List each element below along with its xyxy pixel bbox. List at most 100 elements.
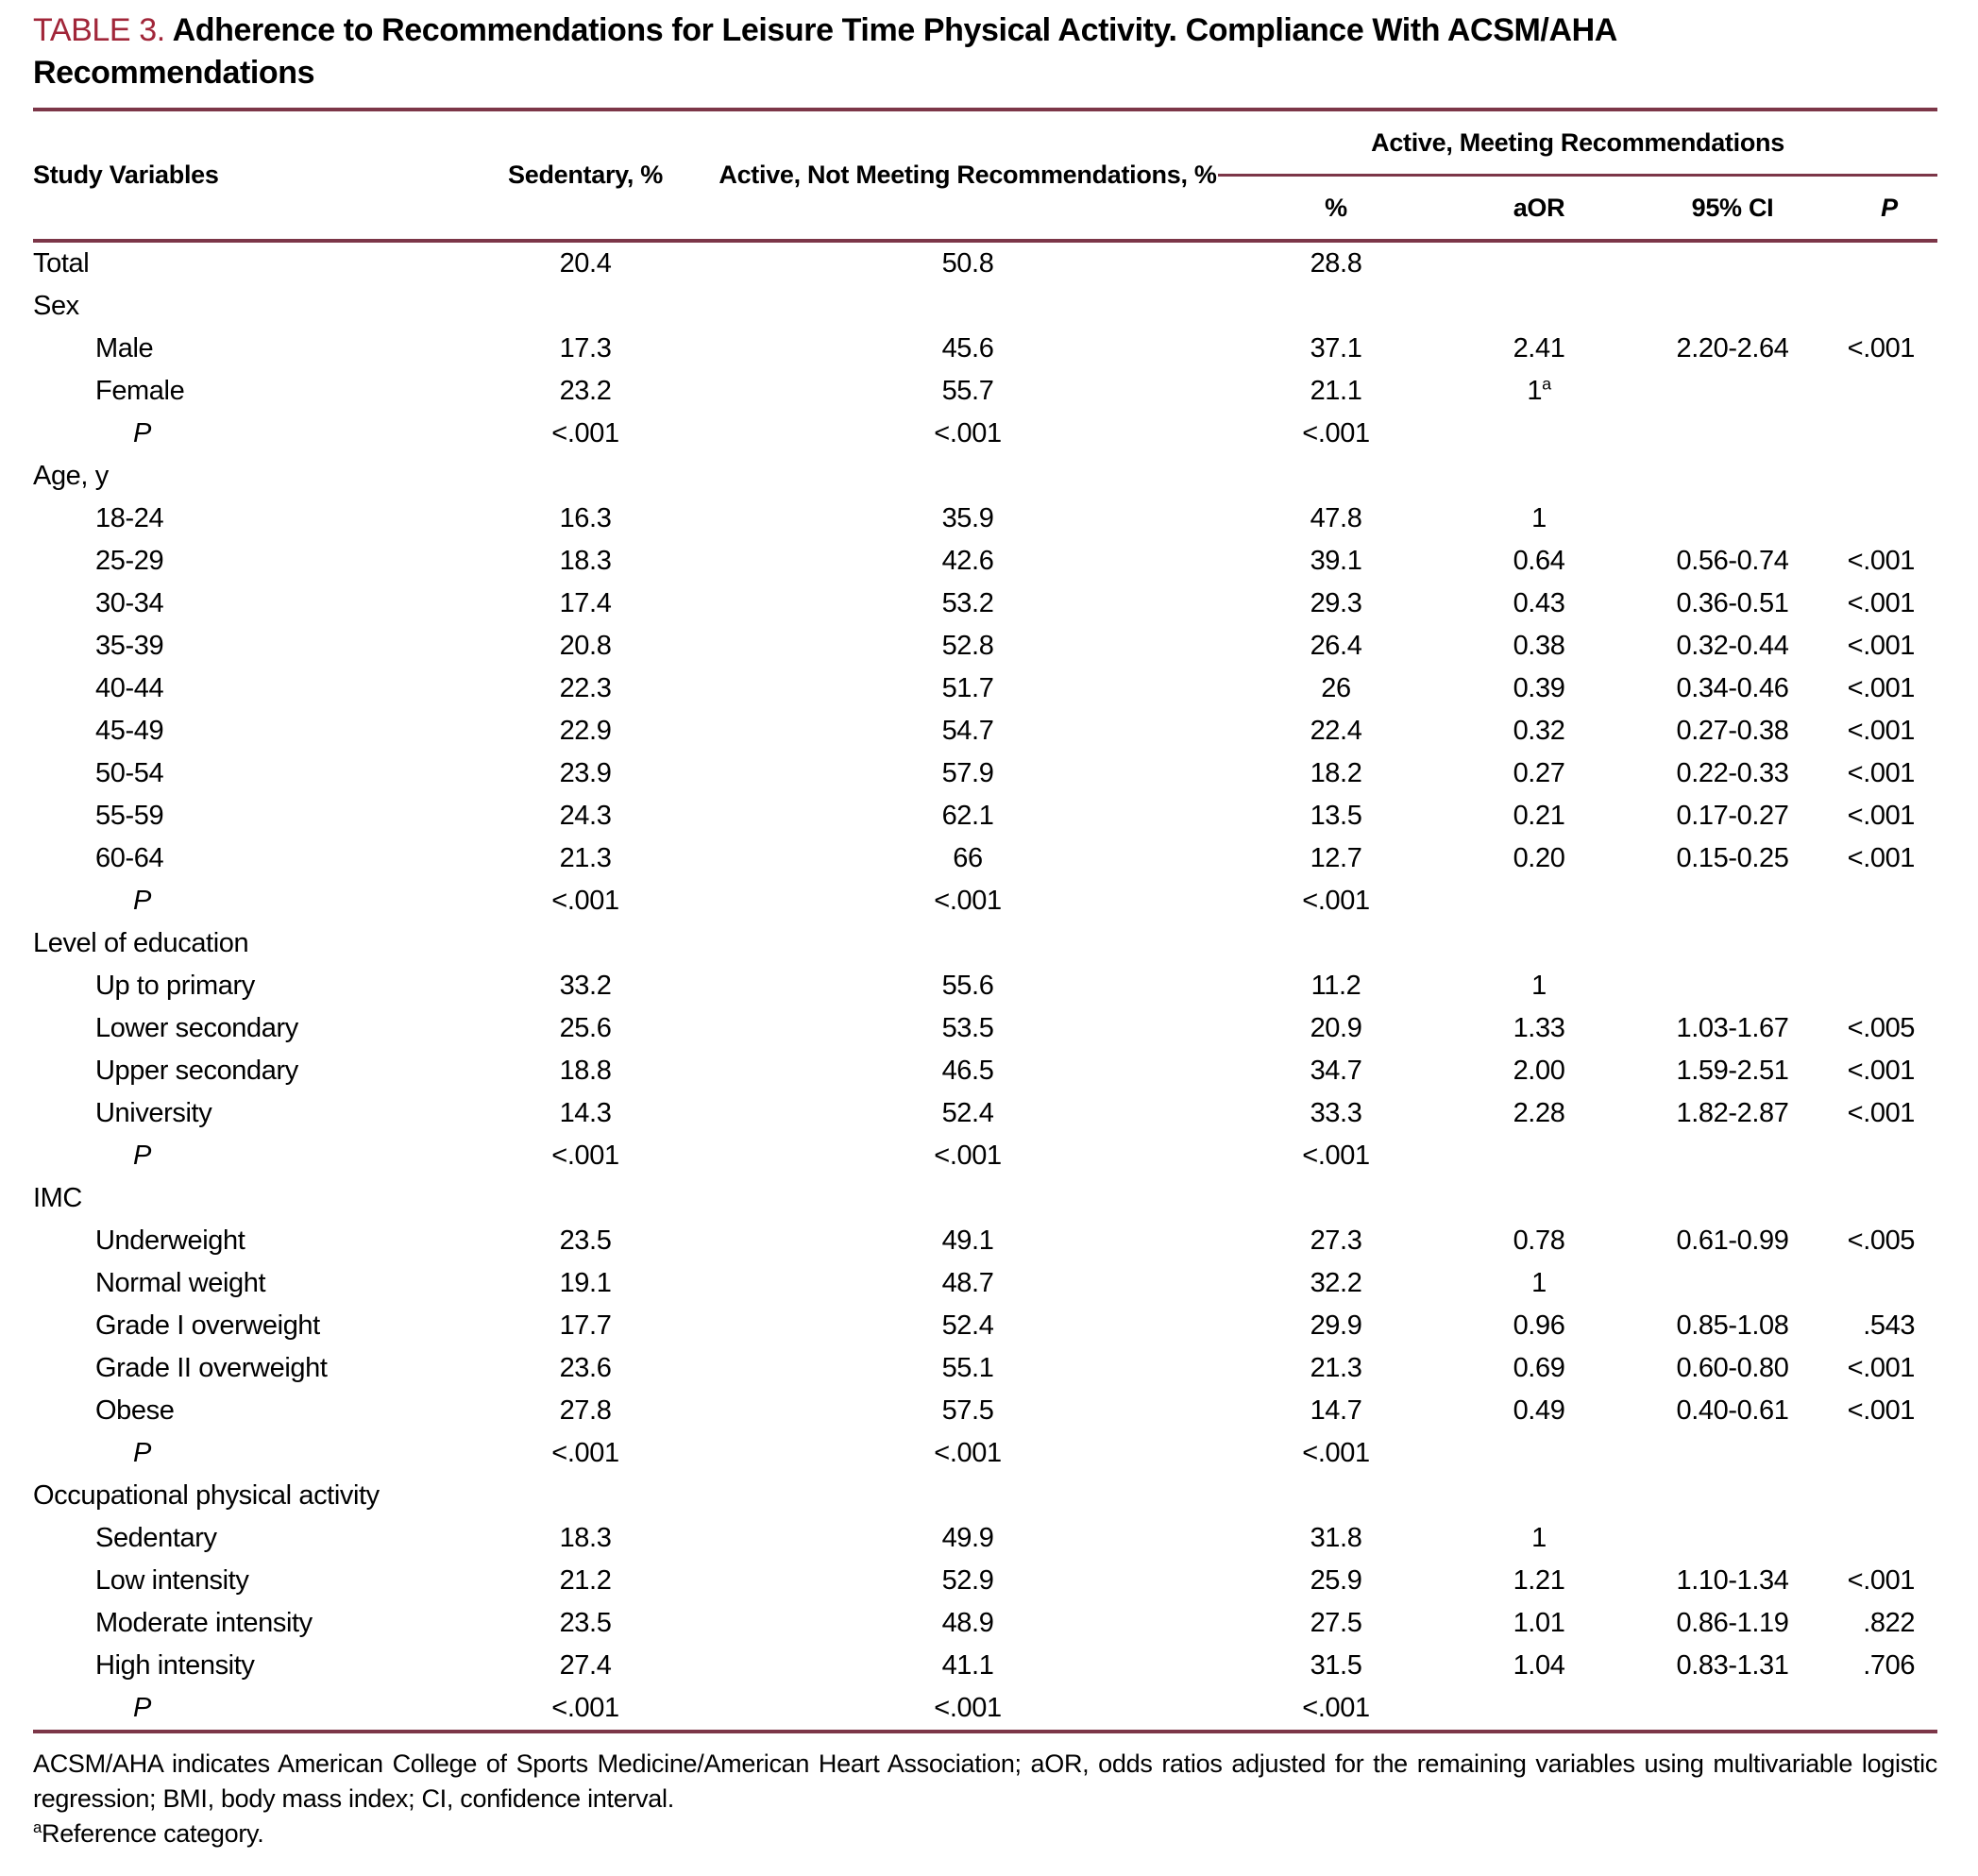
cell: 1.21 xyxy=(1513,1565,1565,1596)
cell: 55.6 xyxy=(941,971,994,1001)
cell: 20.4 xyxy=(559,248,612,279)
cell xyxy=(718,922,1218,965)
cell: 0.83-1.31 xyxy=(1676,1650,1789,1681)
row-label: Up to primary xyxy=(95,971,255,1001)
section-row: Occupational physical activity xyxy=(33,1475,1937,1517)
cell: 23.9 xyxy=(559,758,612,788)
table-row: University 14.3 52.4 33.3 2.28 1.82-2.87 <.001 xyxy=(33,1092,1937,1135)
cell: <.001 xyxy=(1847,673,1916,703)
table-row: 30-34 17.4 53.2 29.3 0.43 0.36-0.51 <.001 xyxy=(33,583,1937,625)
cell: 46.5 xyxy=(941,1056,994,1086)
cell: 47.8 xyxy=(1310,503,1362,533)
cell: 0.49 xyxy=(1513,1395,1565,1426)
cell xyxy=(1841,1262,1937,1305)
table-row: 50-54 23.9 57.9 18.2 0.27 0.22-0.33 <.001 xyxy=(33,752,1937,795)
cell: 35.9 xyxy=(941,503,994,533)
row-label: Underweight xyxy=(95,1225,245,1256)
row-label: P xyxy=(133,1141,151,1171)
cell: 0.60-0.80 xyxy=(1676,1353,1789,1383)
cell: 1.33 xyxy=(1513,1013,1565,1043)
row-label: Male xyxy=(95,333,154,363)
cell xyxy=(1454,1177,1624,1220)
cell: 16.3 xyxy=(559,503,612,533)
cell: 1.10-1.34 xyxy=(1676,1565,1789,1596)
cell: 49.9 xyxy=(941,1523,994,1553)
col-header-ci: 95% CI xyxy=(1691,193,1774,222)
table-row: Lower secondary 25.6 53.5 20.9 1.33 1.03-1.67… xyxy=(33,1007,1937,1050)
table-row: 25-29 18.3 42.6 39.1 0.64 0.56-0.74 <.001 xyxy=(33,540,1937,583)
row-label: Female xyxy=(95,376,185,406)
table-row: Obese 27.8 57.5 14.7 0.49 0.40-0.61 <.001 xyxy=(33,1390,1937,1432)
cell: 48.9 xyxy=(941,1608,994,1638)
cell xyxy=(1841,1475,1937,1517)
cell xyxy=(1624,922,1841,965)
cell: 18.3 xyxy=(559,546,612,576)
cell xyxy=(718,1177,1218,1220)
table-row: Total 20.4 50.8 28.8 xyxy=(33,241,1937,285)
table-row: Sedentary 18.3 49.9 31.8 1 xyxy=(33,1517,1937,1560)
table-footnote: ACSM/AHA indicates American College of S… xyxy=(33,1747,1937,1851)
cell xyxy=(1624,370,1841,413)
cell: 25.6 xyxy=(559,1013,612,1043)
row-label: P xyxy=(133,418,151,448)
cell: 26 xyxy=(1321,673,1351,703)
cell xyxy=(1841,241,1937,285)
cell: 55.1 xyxy=(941,1353,994,1383)
cell: 2.28 xyxy=(1513,1098,1565,1128)
cell: 0.56-0.74 xyxy=(1676,546,1789,576)
cell xyxy=(1841,922,1937,965)
cell: 2.41 xyxy=(1513,333,1565,363)
cell: 52.9 xyxy=(941,1565,994,1596)
cell: 27.4 xyxy=(559,1650,612,1681)
cell: 0.39 xyxy=(1513,673,1565,703)
row-label: 35-39 xyxy=(95,631,164,661)
cell: 29.3 xyxy=(1310,588,1362,618)
cell: <.001 xyxy=(1847,716,1916,746)
cell: 0.86-1.19 xyxy=(1676,1608,1789,1638)
cell: 17.4 xyxy=(559,588,612,618)
row-label: 18-24 xyxy=(95,503,164,533)
row-label: Sedentary xyxy=(95,1523,217,1553)
cell: 0.43 xyxy=(1513,588,1565,618)
table-row: Upper secondary 18.8 46.5 34.7 2.00 1.59-2.51… xyxy=(33,1050,1937,1092)
cell: 0.36-0.51 xyxy=(1676,588,1789,618)
cell xyxy=(1454,241,1624,285)
cell: 42.6 xyxy=(941,546,994,576)
row-label: 55-59 xyxy=(95,801,164,831)
table-row: 40-44 22.3 51.7 26 0.39 0.34-0.46 <.001 xyxy=(33,668,1937,710)
cell: <.001 xyxy=(1847,631,1916,661)
cell: 0.21 xyxy=(1513,801,1565,831)
cell xyxy=(1841,965,1937,1007)
cell: 14.3 xyxy=(559,1098,612,1128)
cell: <.001 xyxy=(551,1438,619,1468)
cell: 24.3 xyxy=(559,801,612,831)
cell xyxy=(1454,413,1624,455)
cell: 2.20-2.64 xyxy=(1676,333,1789,363)
table-row: P <.001 <.001 <.001 xyxy=(33,1135,1937,1177)
cell xyxy=(1454,922,1624,965)
row-label: IMC xyxy=(33,1183,82,1213)
row-label: 25-29 xyxy=(95,546,164,576)
table-row: Up to primary 33.2 55.6 11.2 1 xyxy=(33,965,1937,1007)
row-label: Moderate intensity xyxy=(95,1608,313,1638)
col-header-study-variables: Study Variables xyxy=(33,161,219,189)
row-label: 60-64 xyxy=(95,843,164,873)
cell: 66 xyxy=(953,843,983,873)
cell xyxy=(1841,455,1937,498)
cell: 41.1 xyxy=(941,1650,994,1681)
cell: 0.32-0.44 xyxy=(1676,631,1789,661)
cell xyxy=(1454,455,1624,498)
cell: 0.22-0.33 xyxy=(1676,758,1789,788)
row-label: P xyxy=(133,1438,151,1468)
cell xyxy=(1624,965,1841,1007)
cell: 11.2 xyxy=(1310,971,1361,1001)
cell xyxy=(1624,498,1841,540)
cell: <.005 xyxy=(1847,1225,1916,1256)
col-header-active-not-meeting: Active, Not Meeting Recommendations, % xyxy=(719,161,1217,189)
table-row: P <.001 <.001 <.001 xyxy=(33,1432,1937,1475)
cell: .822 xyxy=(1863,1608,1916,1638)
cell: <.001 xyxy=(1847,546,1916,576)
cell: <.001 xyxy=(1847,1565,1916,1596)
cell xyxy=(1841,1432,1937,1475)
